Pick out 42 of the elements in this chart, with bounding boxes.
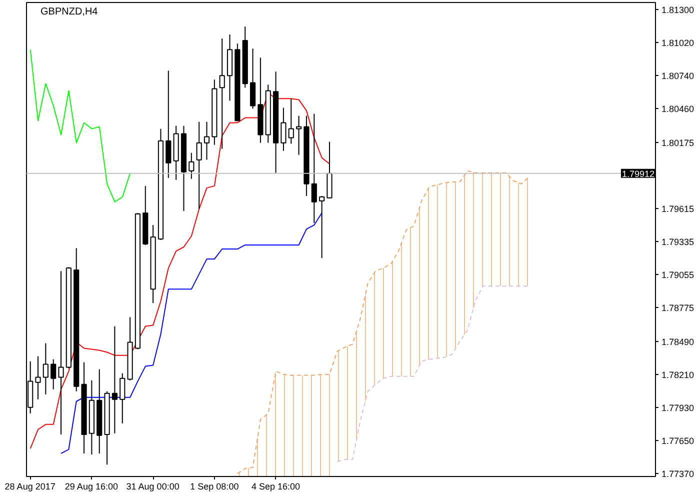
y-tick-label: 1.80460 [662,104,694,114]
y-tick-label: 1.81020 [662,38,694,48]
x-tick-label: 28 Aug 2017 [4,482,56,492]
line-series [30,92,330,450]
candlestick [288,98,294,144]
candlestick [50,358,56,390]
y-tick-label: 1.81300 [662,4,694,15]
candlestick [42,342,48,395]
y-tick-label: 1.77370 [662,469,694,480]
x-tick-label: 1 Sep 08:00 [190,482,239,492]
x-tick-label: 29 Aug 16:00 [64,482,118,492]
candlestick [166,70,172,178]
line-series [30,49,131,202]
x-tick-label: 31 Aug 00:00 [126,482,180,492]
candlestick [319,195,325,259]
y-tick-label: 1.78210 [662,370,694,380]
candlestick [311,113,317,224]
chart-title: GBPNZD,H4 [40,6,98,18]
candlestick [35,356,41,400]
line-series [336,286,530,462]
y-tick-label: 1.79615 [662,204,694,214]
candlestick [250,48,256,110]
candlestick [58,270,64,435]
y-tick-label: 1.77650 [662,436,694,446]
candlestick [112,326,118,434]
candlestick [188,152,194,180]
candlestick [120,372,126,424]
y-tick-label: 1.77930 [662,403,694,414]
candlestick [196,121,202,210]
candlestick [296,115,302,156]
x-tick-label: 4 Sep 16:00 [252,482,300,492]
candlestick [280,107,286,152]
candlestick [219,38,225,150]
candlestick [204,121,210,160]
ref-line-label: 1.79912 [622,168,655,179]
line-series [60,212,322,454]
y-tick-label: 1.78775 [662,303,694,314]
y-tick-label: 1.79055 [662,270,694,280]
y-tick-label: 1.80175 [662,138,694,148]
y-tick-label: 1.79335 [662,237,694,248]
y-tick-label: 1.78490 [662,336,694,347]
y-tick-label: 1.80740 [662,71,694,82]
